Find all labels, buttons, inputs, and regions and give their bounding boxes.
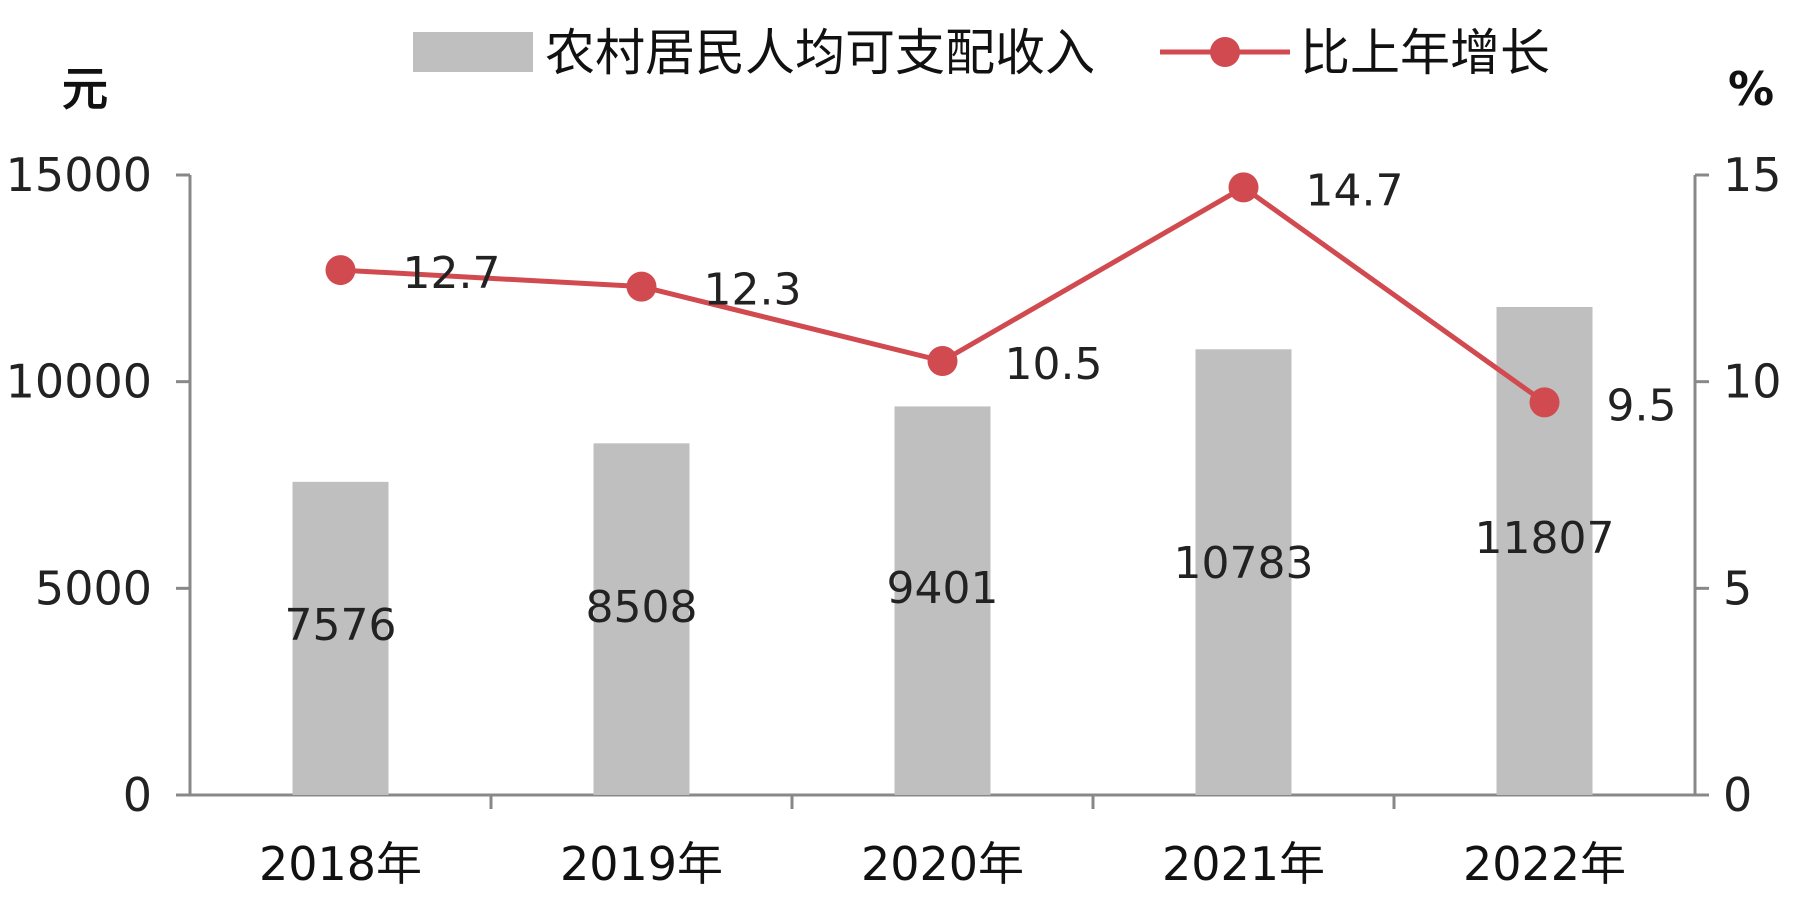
- y-left-tick-label: 0: [123, 768, 152, 822]
- line-value-label: 12.7: [403, 248, 501, 299]
- y-right-tick-label: 0: [1723, 768, 1752, 822]
- bar-value-label: 7576: [285, 600, 397, 651]
- x-tick-label: 2022年: [1463, 837, 1626, 891]
- y-right-tick-label: 5: [1723, 561, 1752, 615]
- y-left-tick-label: 10000: [6, 355, 152, 409]
- line-point: [1228, 172, 1259, 203]
- y-right-ticks: 0 5 10 15: [1695, 148, 1782, 822]
- bar: [1195, 349, 1292, 795]
- legend-bar-label: 农村居民人均可支配收入: [545, 24, 1095, 82]
- bar-series: 7576 8508 9401 10783 11807: [285, 306, 1615, 795]
- bar: [593, 443, 690, 795]
- line-value-label: 12.3: [704, 265, 802, 316]
- line-point: [927, 346, 958, 376]
- bar-value-label: 8508: [586, 582, 698, 633]
- x-tick-label: 2020年: [861, 837, 1024, 891]
- bar: [894, 406, 991, 795]
- y-right-unit: %: [1728, 62, 1774, 116]
- line-point: [1529, 387, 1560, 418]
- y-left-tick-label: 5000: [35, 561, 152, 615]
- line-point: [626, 271, 657, 302]
- bar-value-label: 9401: [887, 563, 999, 614]
- bar-value-label: 10783: [1174, 538, 1314, 589]
- line-series: 12.7 12.3 10.5 14.7 9.5: [325, 165, 1677, 431]
- bar: [292, 481, 389, 795]
- bar-value-label: 11807: [1475, 513, 1615, 564]
- line-value-label: 10.5: [1005, 339, 1103, 390]
- line-point: [325, 255, 356, 286]
- y-right-tick-label: 10: [1723, 355, 1782, 409]
- y-left-unit: 元: [62, 62, 108, 116]
- legend-bar-swatch: [413, 32, 533, 72]
- line-value-label: 9.5: [1607, 380, 1677, 431]
- y-left-tick-label: 15000: [6, 148, 152, 202]
- line-value-label: 14.7: [1306, 165, 1404, 216]
- x-tick-label: 2021年: [1162, 837, 1325, 891]
- legend-line-label: 比上年增长: [1300, 24, 1550, 82]
- x-tick-label: 2019年: [560, 837, 723, 891]
- x-tick-label: 2018年: [259, 837, 422, 891]
- y-left-ticks: 0 5000 10000 15000: [6, 148, 190, 822]
- legend: 农村居民人均可支配收入 比上年增长: [413, 24, 1550, 82]
- x-tick-labels: 2018年 2019年 2020年 2021年 2022年: [259, 795, 1626, 891]
- y-right-tick-label: 15: [1723, 148, 1782, 202]
- legend-line-marker: [1210, 37, 1240, 67]
